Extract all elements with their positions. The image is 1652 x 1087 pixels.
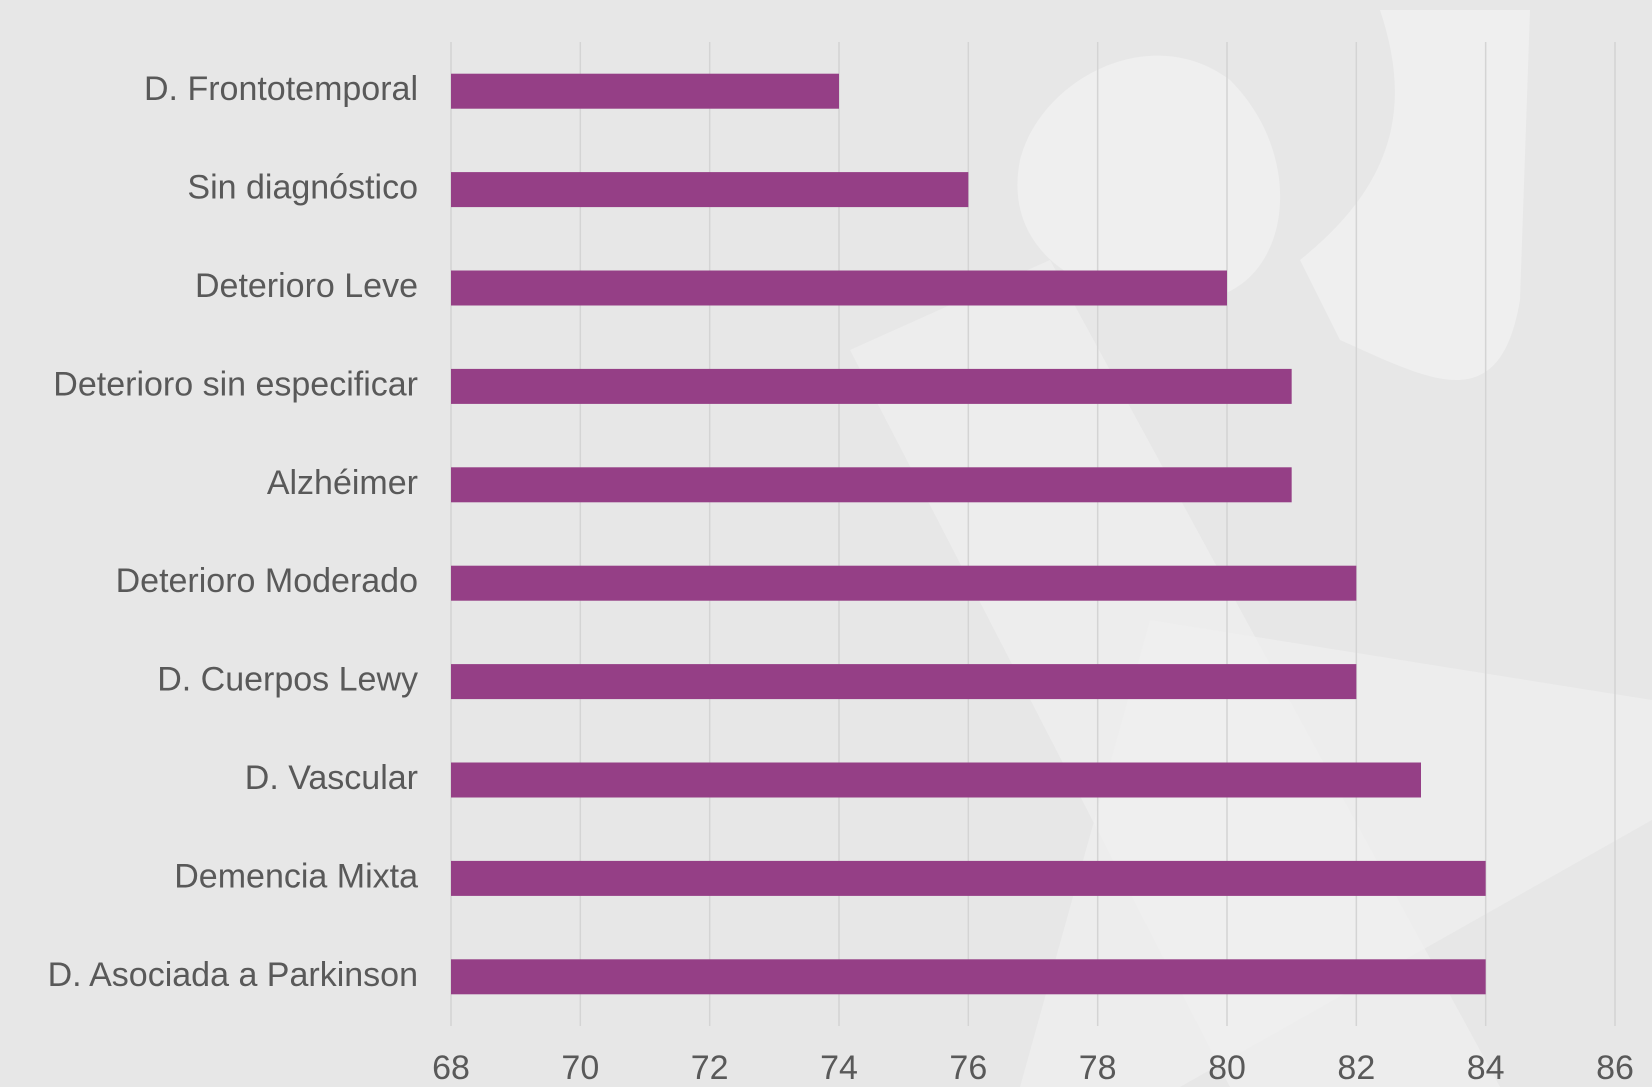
bar bbox=[451, 368, 1292, 404]
bar bbox=[451, 959, 1486, 995]
x-tick-label: 76 bbox=[949, 1049, 987, 1087]
y-tick-label: Deterioro Leve bbox=[195, 267, 418, 305]
x-tick-label: 84 bbox=[1467, 1049, 1505, 1087]
bar bbox=[451, 860, 1486, 896]
y-tick-label: Deterioro sin especificar bbox=[53, 365, 418, 403]
x-tick-label: 72 bbox=[691, 1049, 729, 1087]
x-tick-label: 78 bbox=[1079, 1049, 1117, 1087]
bar bbox=[451, 762, 1421, 798]
bar bbox=[451, 565, 1357, 601]
y-tick-label: Deterioro Moderado bbox=[116, 562, 418, 600]
y-tick-label: D. Asociada a Parkinson bbox=[48, 956, 418, 994]
bar bbox=[451, 270, 1227, 306]
x-tick-label: 74 bbox=[820, 1049, 858, 1087]
y-tick-label: D. Vascular bbox=[245, 759, 418, 797]
bar bbox=[451, 467, 1292, 503]
y-tick-label: D. Cuerpos Lewy bbox=[157, 661, 418, 699]
x-tick-label: 80 bbox=[1208, 1049, 1246, 1087]
bar bbox=[451, 73, 839, 109]
x-tick-label: 86 bbox=[1596, 1049, 1634, 1087]
x-tick-label: 70 bbox=[561, 1049, 599, 1087]
y-tick-label: D. Frontotemporal bbox=[144, 70, 418, 108]
x-tick-label: 82 bbox=[1337, 1049, 1375, 1087]
x-tick-label: 68 bbox=[432, 1049, 470, 1087]
y-tick-label: Alzhéimer bbox=[267, 464, 418, 502]
y-tick-label: Demencia Mixta bbox=[174, 857, 418, 895]
bar bbox=[451, 664, 1357, 700]
y-tick-label: Sin diagnóstico bbox=[187, 169, 418, 207]
bar bbox=[451, 172, 969, 208]
